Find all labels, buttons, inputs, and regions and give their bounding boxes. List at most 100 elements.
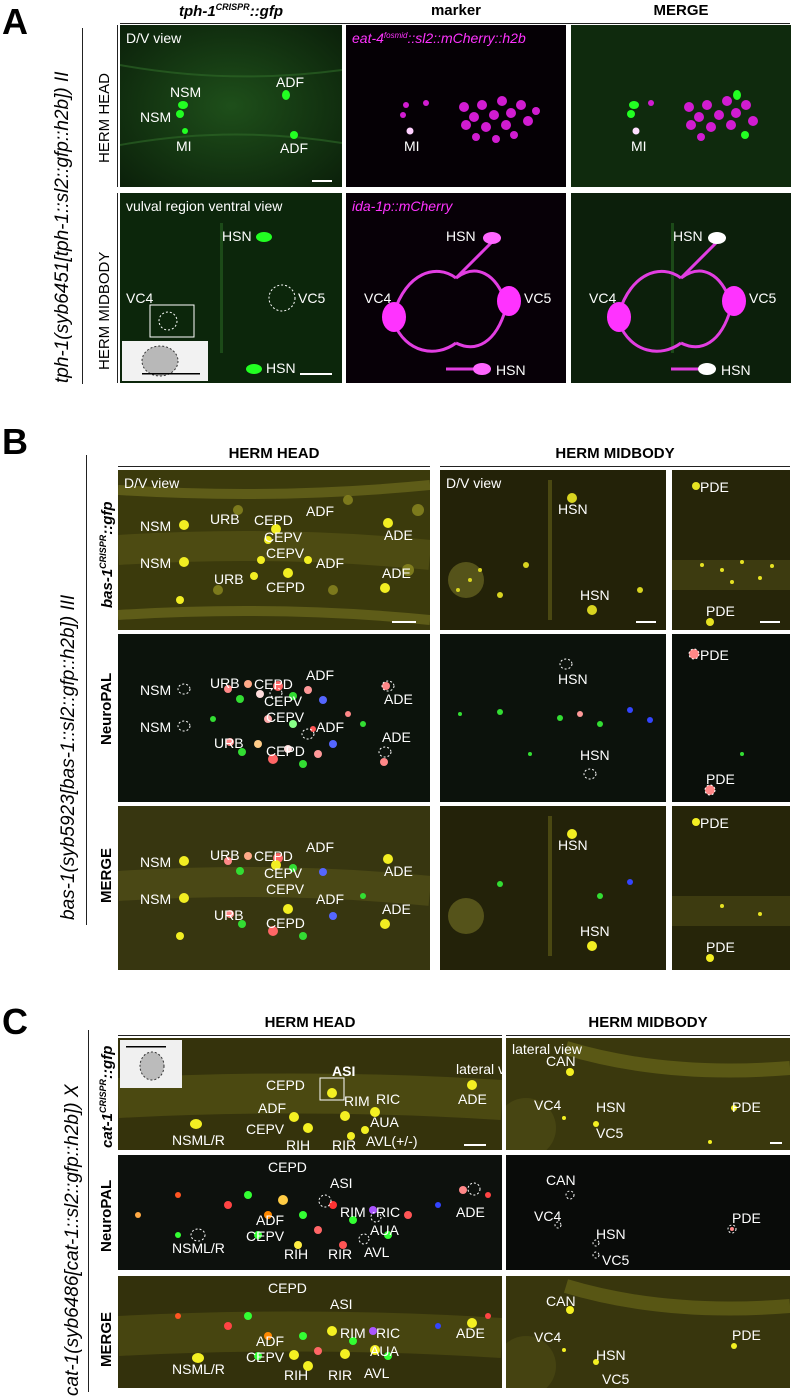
panel-b-strain-line	[86, 455, 87, 925]
svg-text:CEPV: CEPV	[266, 881, 305, 897]
svg-text:PDE: PDE	[706, 771, 735, 787]
svg-text:CEPV: CEPV	[246, 1349, 285, 1365]
svg-text:AUA: AUA	[370, 1114, 399, 1130]
svg-text:ADF: ADF	[306, 839, 334, 855]
svg-text:RIH: RIH	[284, 1367, 308, 1383]
svg-text:ADF: ADF	[316, 891, 344, 907]
svg-text:NSM: NSM	[140, 109, 171, 125]
panel-b-col-head: HERM HEAD	[228, 445, 320, 462]
svg-text:NSM: NSM	[140, 555, 171, 571]
svg-text:MI: MI	[176, 138, 192, 154]
svg-text:AVL(+/-): AVL(+/-)	[366, 1133, 417, 1149]
svg-text:ida-1p::mCherry: ida-1p::mCherry	[352, 198, 453, 214]
panel-b-col-mid: HERM MIDBODY	[555, 445, 675, 462]
image-a-head-gfp: D/V view NSM NSM ADF ADF MI	[120, 25, 342, 187]
svg-text:VC4: VC4	[126, 290, 153, 306]
svg-text:ADE: ADE	[384, 691, 413, 707]
svg-text:lateral view: lateral view	[512, 1041, 583, 1057]
svg-text:RIC: RIC	[376, 1325, 400, 1341]
svg-text:HSN: HSN	[580, 923, 610, 939]
image-b-head-gfp: D/V view NSM NSM URB CEPD ADF CEPV CEPV …	[118, 470, 430, 630]
svg-text:PDE: PDE	[700, 815, 729, 831]
svg-text:HSN: HSN	[558, 501, 588, 517]
image-b-mid1-neuropal: HSN HSN	[440, 634, 666, 802]
svg-text:HSN: HSN	[580, 587, 610, 603]
svg-text:NSML/R: NSML/R	[172, 1132, 225, 1148]
svg-text:URB: URB	[214, 735, 244, 751]
svg-text:D/V view: D/V view	[446, 475, 502, 491]
panel-c-row-gfp-label: cat-1CRISPR::gfp	[98, 1045, 116, 1148]
svg-text:CEPV: CEPV	[264, 865, 303, 881]
svg-text:HSN: HSN	[596, 1226, 626, 1242]
image-c-mid-merge: CAN VC4 HSN PDE VC5	[506, 1276, 790, 1388]
panel-a-col-merge: MERGE	[653, 2, 709, 19]
image-a-mid-merge: HSN VC4 VC5 HSN	[571, 193, 791, 383]
svg-text:VC4: VC4	[534, 1329, 561, 1345]
svg-text:VC5: VC5	[596, 1125, 623, 1141]
panel-label-a: A	[2, 1, 28, 42]
svg-text:RIR: RIR	[332, 1137, 356, 1150]
image-b-head-merge: NSM NSM URB CEPD ADF CEPV CEPV URB ADF C…	[118, 806, 430, 970]
image-c-head-merge: CEPD ASI RIM RIC ADF ADE CEPV AUA NSML/R…	[118, 1276, 502, 1388]
svg-text:vulval region ventral view: vulval region ventral view	[126, 198, 283, 214]
panel-b-row-gfp-label: bas-1CRISPR::gfp	[98, 501, 116, 608]
svg-text:ASI: ASI	[332, 1063, 355, 1079]
svg-text:CEPV: CEPV	[246, 1228, 285, 1244]
svg-text:PDE: PDE	[732, 1327, 761, 1343]
svg-text:RIM: RIM	[340, 1325, 366, 1341]
svg-text:eat-4fosmid::sl2::mCherry::h2b: eat-4fosmid::sl2::mCherry::h2b	[352, 30, 526, 46]
svg-text:NSM: NSM	[140, 891, 171, 907]
panel-a-strain-line	[82, 28, 83, 384]
svg-text:CEPV: CEPV	[266, 545, 305, 561]
svg-text:CEPD: CEPD	[254, 512, 293, 528]
svg-text:VC5: VC5	[749, 290, 776, 306]
svg-text:PDE: PDE	[706, 603, 735, 619]
svg-text:PDE: PDE	[732, 1099, 761, 1115]
image-c-head-gfp: CEPD ASI lateral view RIM RIC ADF ADE CE…	[118, 1038, 502, 1150]
svg-text:ADE: ADE	[458, 1091, 487, 1107]
panel-b-col-head-line	[118, 466, 430, 467]
svg-text:VC4: VC4	[364, 290, 391, 306]
image-a-mid-gfp: vulval region ventral view HSN VC4 VC5 H…	[120, 193, 342, 383]
svg-text:CEPD: CEPD	[254, 848, 293, 864]
svg-text:AUA: AUA	[370, 1343, 399, 1359]
svg-text:CEPD: CEPD	[254, 676, 293, 692]
svg-text:CEPV: CEPV	[266, 709, 305, 725]
panel-c-strain-line	[88, 1030, 89, 1392]
svg-text:NSM: NSM	[140, 719, 171, 735]
svg-text:ADF: ADF	[306, 667, 334, 683]
svg-text:ASI: ASI	[330, 1296, 353, 1312]
svg-text:CAN: CAN	[546, 1293, 576, 1309]
svg-text:CEPD: CEPD	[268, 1159, 307, 1175]
svg-text:VC4: VC4	[534, 1097, 561, 1113]
svg-text:ADE: ADE	[456, 1325, 485, 1341]
image-b-head-neuropal: NSM NSM URB CEPD ADF CEPV CEPV URB ADF C…	[118, 634, 430, 802]
image-b-mid2-neuropal: PDE PDE	[672, 634, 790, 802]
panel-a-row-head-label: HERM HEAD	[96, 72, 113, 163]
svg-text:CEPV: CEPV	[264, 529, 303, 545]
svg-text:MI: MI	[404, 138, 420, 154]
svg-text:ADF: ADF	[306, 503, 334, 519]
panel-c-col-head: HERM HEAD	[264, 1014, 356, 1031]
svg-text:PDE: PDE	[706, 939, 735, 955]
panel-c-row-merge-label: MERGE	[98, 1311, 115, 1367]
svg-text:NSML/R: NSML/R	[172, 1240, 225, 1256]
image-a-head-marker: eat-4fosmid::sl2::mCherry::h2b MI	[346, 25, 566, 187]
svg-text:VC5: VC5	[602, 1371, 629, 1387]
svg-text:NSM: NSM	[140, 854, 171, 870]
svg-text:CEPD: CEPD	[266, 579, 305, 595]
svg-text:CEPD: CEPD	[268, 1280, 307, 1296]
svg-text:ADE: ADE	[382, 901, 411, 917]
svg-text:RIH: RIH	[284, 1246, 308, 1262]
panel-c-col-mid-line	[506, 1035, 790, 1036]
svg-text:CEPD: CEPD	[266, 743, 305, 759]
svg-text:URB: URB	[214, 907, 244, 923]
svg-text:NSM: NSM	[140, 682, 171, 698]
svg-text:VC4: VC4	[534, 1208, 561, 1224]
panel-a-row-mid-label: HERM MIDBODY	[96, 251, 113, 370]
svg-text:CEPD: CEPD	[266, 915, 305, 931]
panel-a-row-head-line	[117, 25, 118, 187]
svg-text:D/V view: D/V view	[124, 475, 180, 491]
svg-text:CEPV: CEPV	[246, 1121, 285, 1137]
svg-text:ADF: ADF	[258, 1100, 286, 1116]
